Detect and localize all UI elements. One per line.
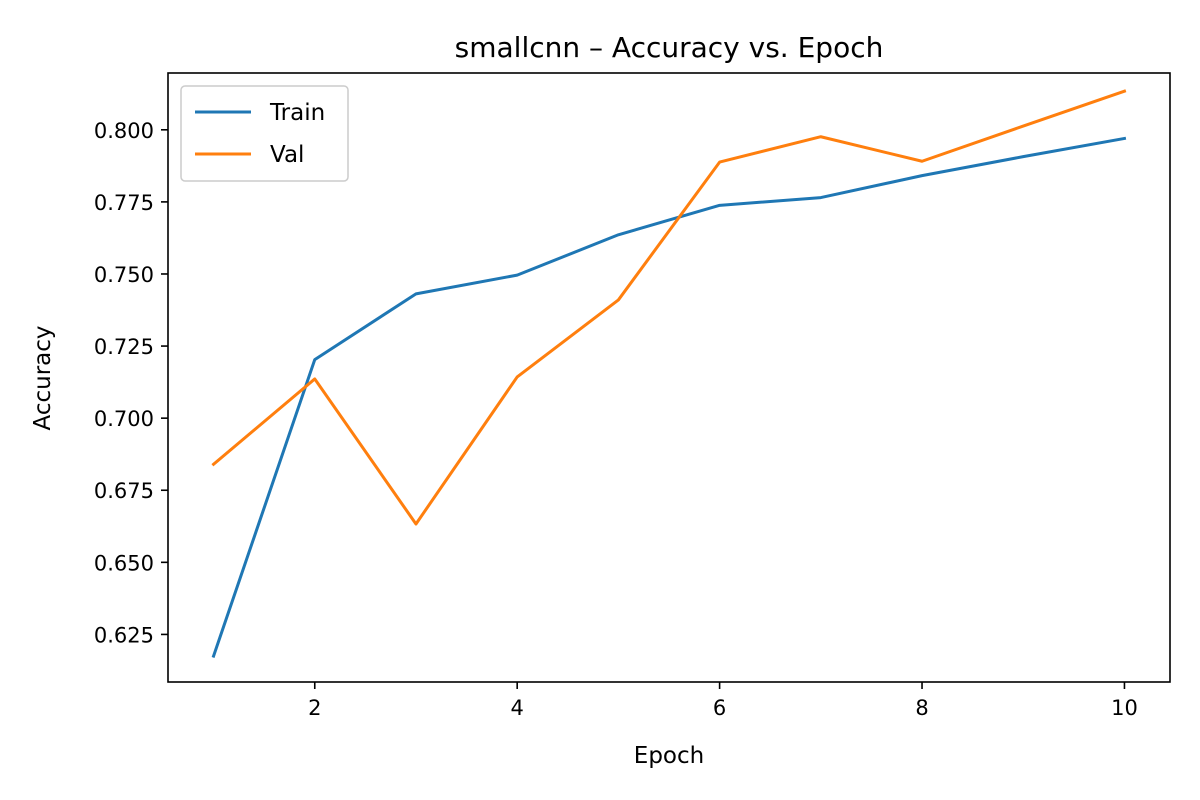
x-tick-label: 2: [308, 696, 321, 720]
plot-frame: [167, 72, 1171, 683]
x-tick-label: 8: [915, 696, 928, 720]
x-axis: 2 4 6 8 10: [308, 682, 1138, 720]
x-tick-label: 10: [1111, 696, 1138, 720]
series-line-val: [211, 89, 1127, 526]
y-tick-label: 0.725: [94, 335, 154, 359]
y-tick-label: 0.700: [94, 407, 154, 431]
x-tick-label: 6: [713, 696, 726, 720]
y-tick-label: 0.750: [94, 263, 154, 287]
legend-label-train: Train: [269, 100, 325, 126]
y-tick-label: 0.625: [94, 623, 154, 647]
plot-area: [167, 72, 1171, 683]
y-tick-label: 0.775: [94, 191, 154, 215]
legend-label-val: Val: [270, 142, 304, 168]
series-line-train: [211, 136, 1127, 658]
series-layer: [211, 89, 1127, 658]
x-tick-label: 4: [510, 696, 523, 720]
chart-title: smallcnn – Accuracy vs. Epoch: [455, 31, 884, 64]
legend-box: [180, 85, 349, 182]
y-tick-label: 0.800: [94, 119, 154, 143]
legend: Train Val: [180, 85, 349, 182]
y-axis-label: Accuracy: [30, 325, 56, 430]
x-axis-label: Epoch: [634, 743, 704, 769]
y-tick-label: 0.650: [94, 551, 154, 575]
y-axis: 0.625 0.650 0.675 0.700 0.725 0.750 0.775 0.800: [94, 119, 168, 647]
y-tick-label: 0.675: [94, 479, 154, 503]
